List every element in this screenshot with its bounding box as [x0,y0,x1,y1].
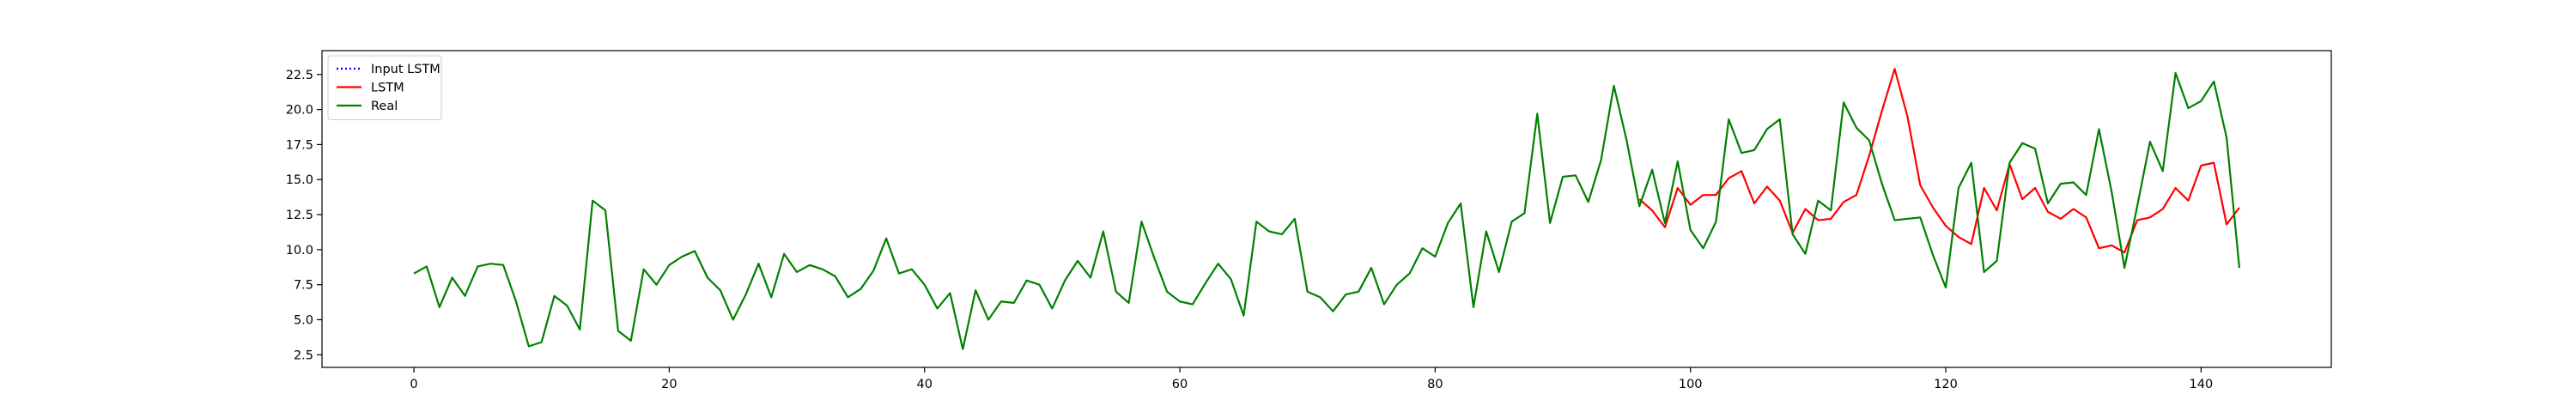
y-tick-label: 12.5 [286,209,313,222]
legend: Input LSTM LSTM Real [327,55,442,120]
axes-frame [321,50,2332,368]
y-tick-label: 10.0 [286,244,313,258]
series-line-lstm [1638,68,2240,254]
x-tick-label: 100 [1679,378,1703,391]
legend-label-real: Real [371,100,398,113]
series-line-real [413,72,2241,350]
legend-label-lstm: LSTM [371,82,404,95]
x-tick-label: 80 [1427,378,1443,391]
y-tick-label: 20.0 [286,104,313,118]
y-tick-label: 15.0 [286,173,313,187]
y-tick-label: 17.5 [286,138,313,152]
x-tick-label: 20 [661,378,677,391]
y-axis: 2.5 5.0 7.5 10.0 12.5 15.0 17.5 20.0 22.5 [286,69,322,362]
legend-box [327,55,442,120]
y-tick-label: 2.5 [294,348,313,362]
x-tick-label: 0 [410,378,417,391]
x-tick-label: 40 [916,378,932,391]
plot-area [321,50,2332,368]
y-tick-label: 7.5 [294,279,313,293]
y-tick-label: 22.5 [286,69,313,82]
legend-label-input-lstm: Input LSTM [371,63,440,76]
x-axis: 0 20 40 60 80 100 120 140 [410,367,2213,391]
y-tick-label: 5.0 [294,313,313,327]
x-tick-label: 140 [2190,378,2214,391]
x-tick-label: 60 [1172,378,1188,391]
x-tick-label: 120 [1934,378,1958,391]
